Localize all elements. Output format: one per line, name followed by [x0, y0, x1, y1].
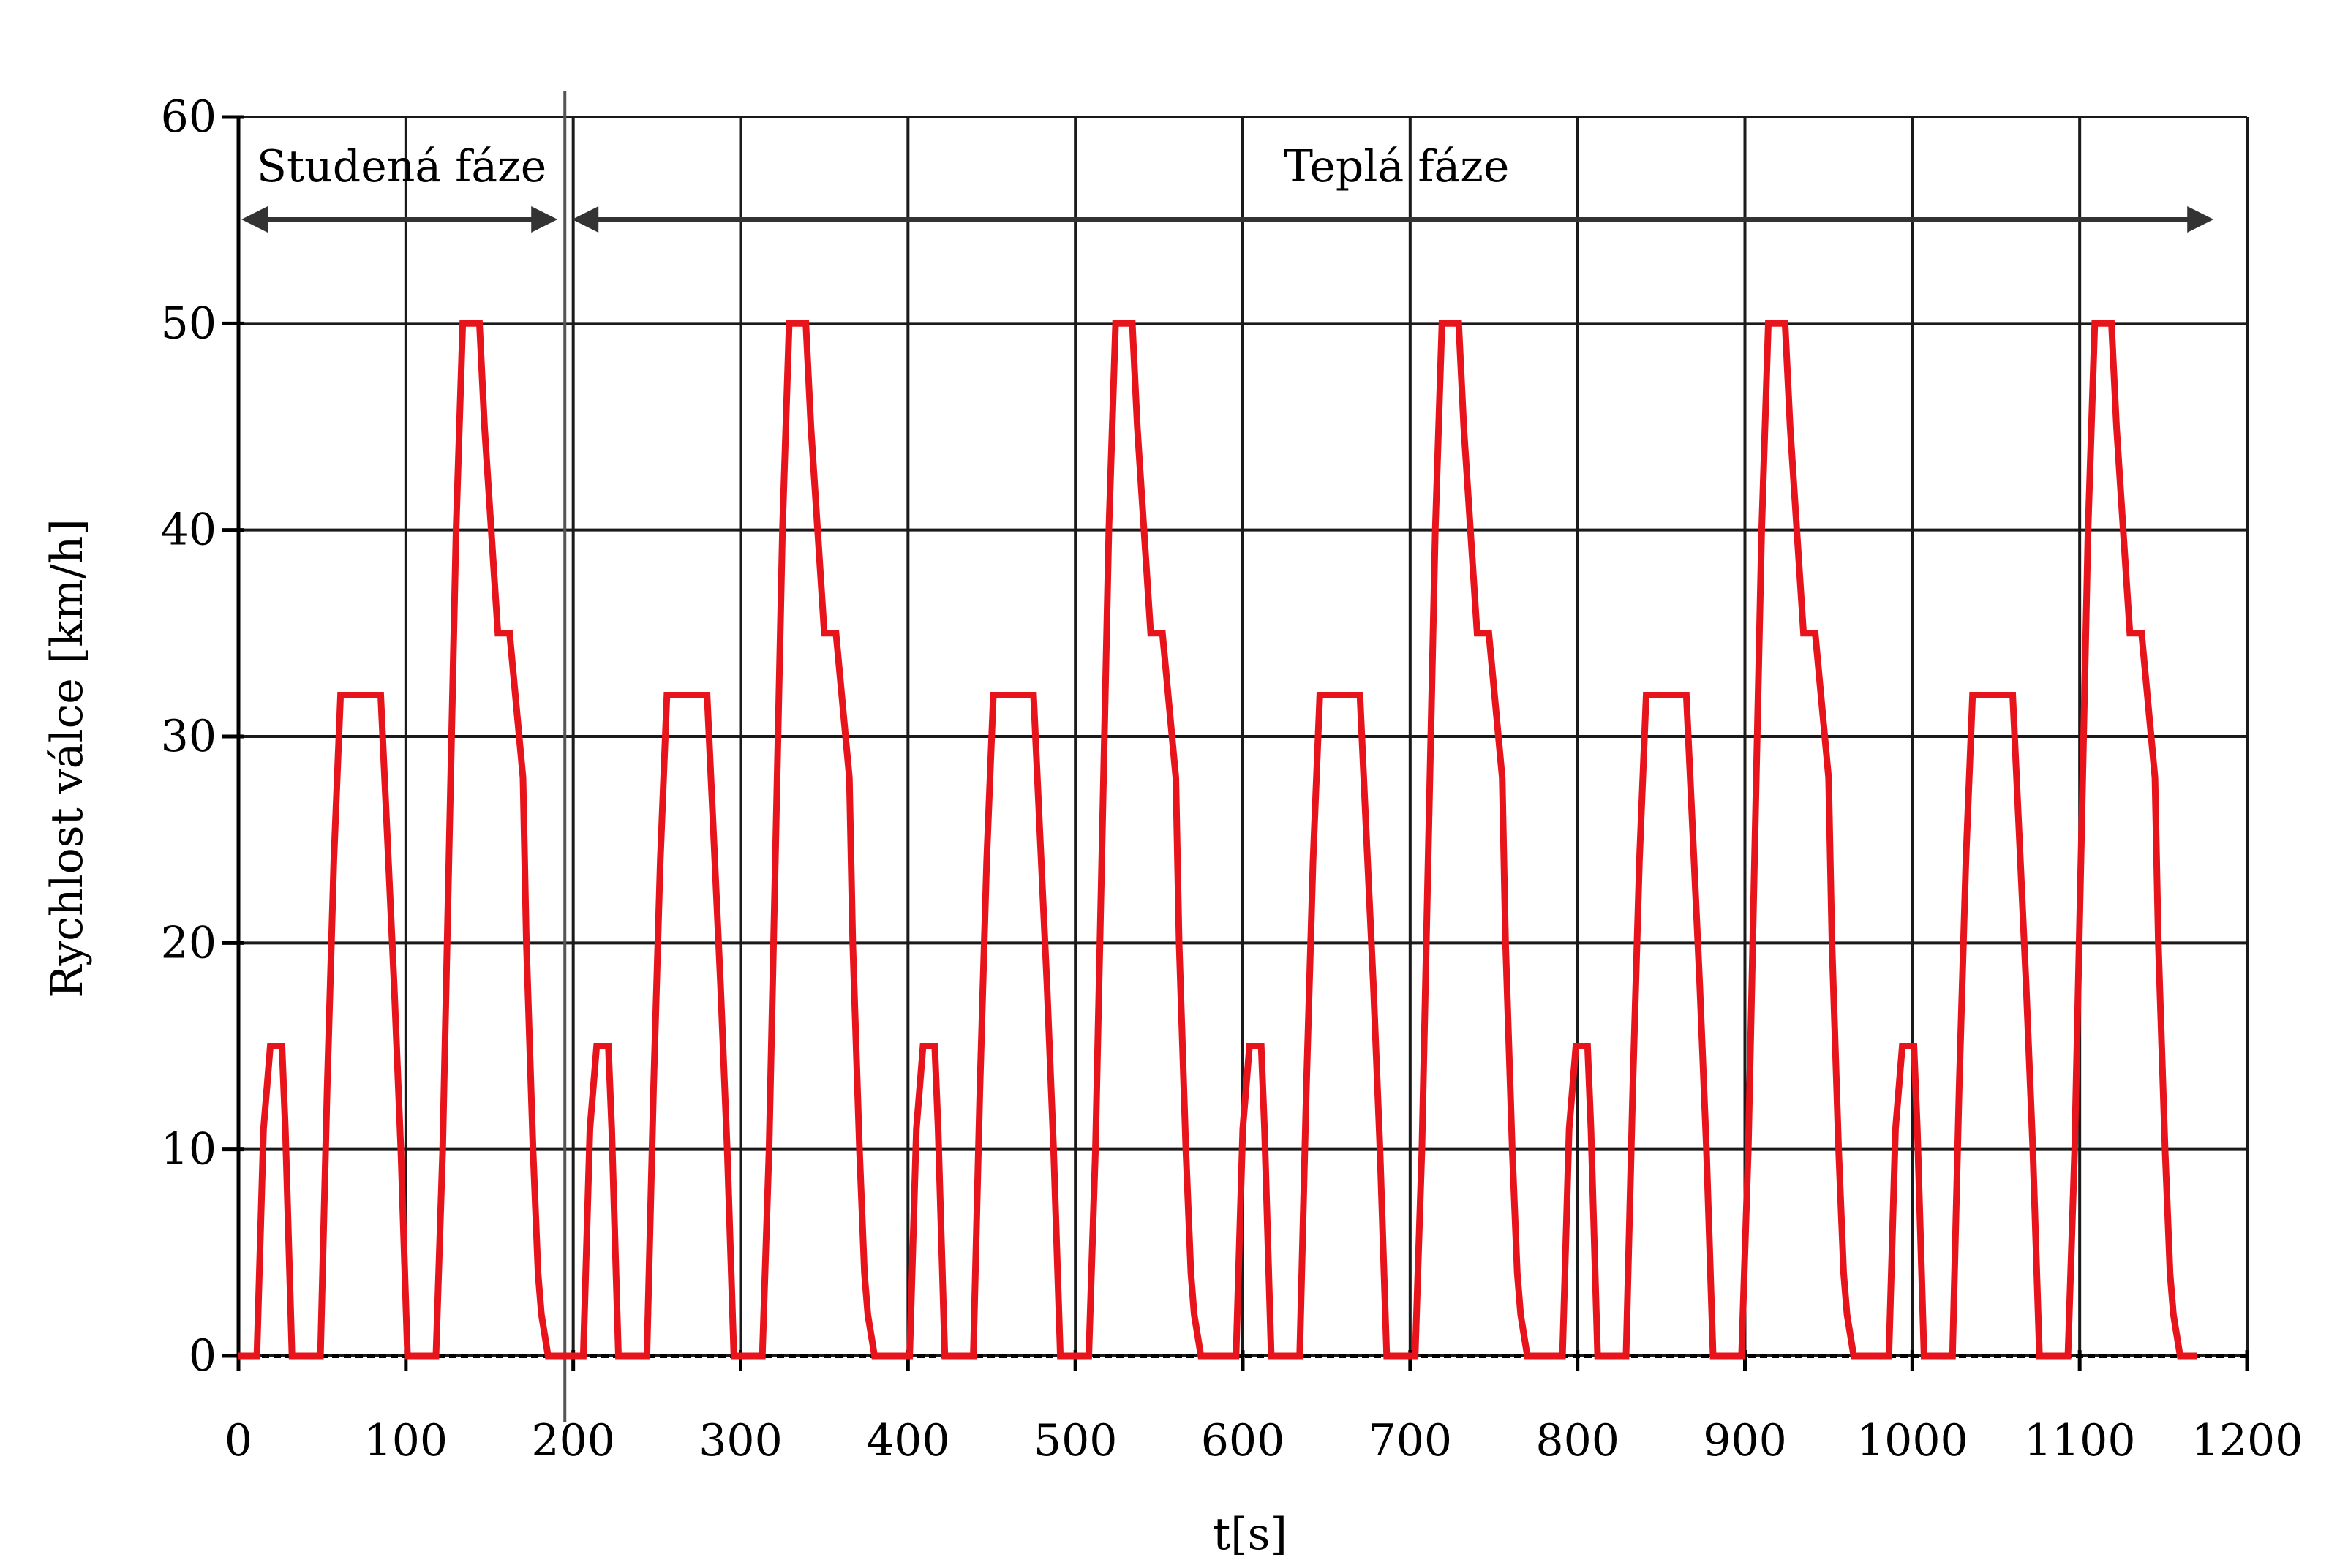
y-tick-label-0: 0 [189, 1330, 217, 1382]
x-tick-label-900: 900 [1703, 1415, 1787, 1466]
x-tick-label-600: 600 [1201, 1415, 1285, 1466]
cold-phase-arrowhead-left [241, 206, 268, 233]
x-tick-label-200: 200 [531, 1415, 615, 1466]
x-axis-title: t[s] [1213, 1509, 1287, 1560]
y-tick-label-60: 60 [161, 91, 217, 143]
x-tick-label-1100: 1100 [2024, 1415, 2136, 1466]
x-tick-label-500: 500 [1034, 1415, 1118, 1466]
x-tick-label-0: 0 [225, 1415, 252, 1466]
x-tick-label-800: 800 [1535, 1415, 1619, 1466]
tick-labels: 0 100 200 300 400 500 600 700 800 900 1000 1100 1200… [161, 91, 2303, 1466]
warm-phase-arrowhead-left [572, 206, 599, 233]
y-axis-title: Rychlost válce [km/h] [42, 519, 93, 998]
warm-phase-label: Teplá fáze [1284, 141, 1509, 192]
speed-series-line [238, 320, 2197, 1360]
cold-phase-label: Studená fáze [257, 141, 546, 192]
y-tick-label-30: 30 [161, 711, 217, 762]
x-tick-label-400: 400 [866, 1415, 950, 1466]
y-tick-label-50: 50 [161, 298, 217, 349]
x-tick-label-100: 100 [364, 1415, 448, 1466]
warm-phase-arrowhead-right [2187, 206, 2214, 233]
y-tick-label-20: 20 [161, 917, 217, 968]
x-tick-label-1000: 1000 [1856, 1415, 1968, 1466]
cold-phase-arrowhead-right [531, 206, 558, 233]
phase-annotations: Studená fáze Teplá fáze [241, 91, 2214, 1422]
y-tick-label-10: 10 [161, 1124, 217, 1175]
axes [222, 115, 2249, 1371]
y-tick-label-40: 40 [161, 505, 217, 556]
x-tick-label-300: 300 [699, 1415, 783, 1466]
x-tick-label-700: 700 [1369, 1415, 1453, 1466]
x-tick-label-1200: 1200 [2191, 1415, 2303, 1466]
